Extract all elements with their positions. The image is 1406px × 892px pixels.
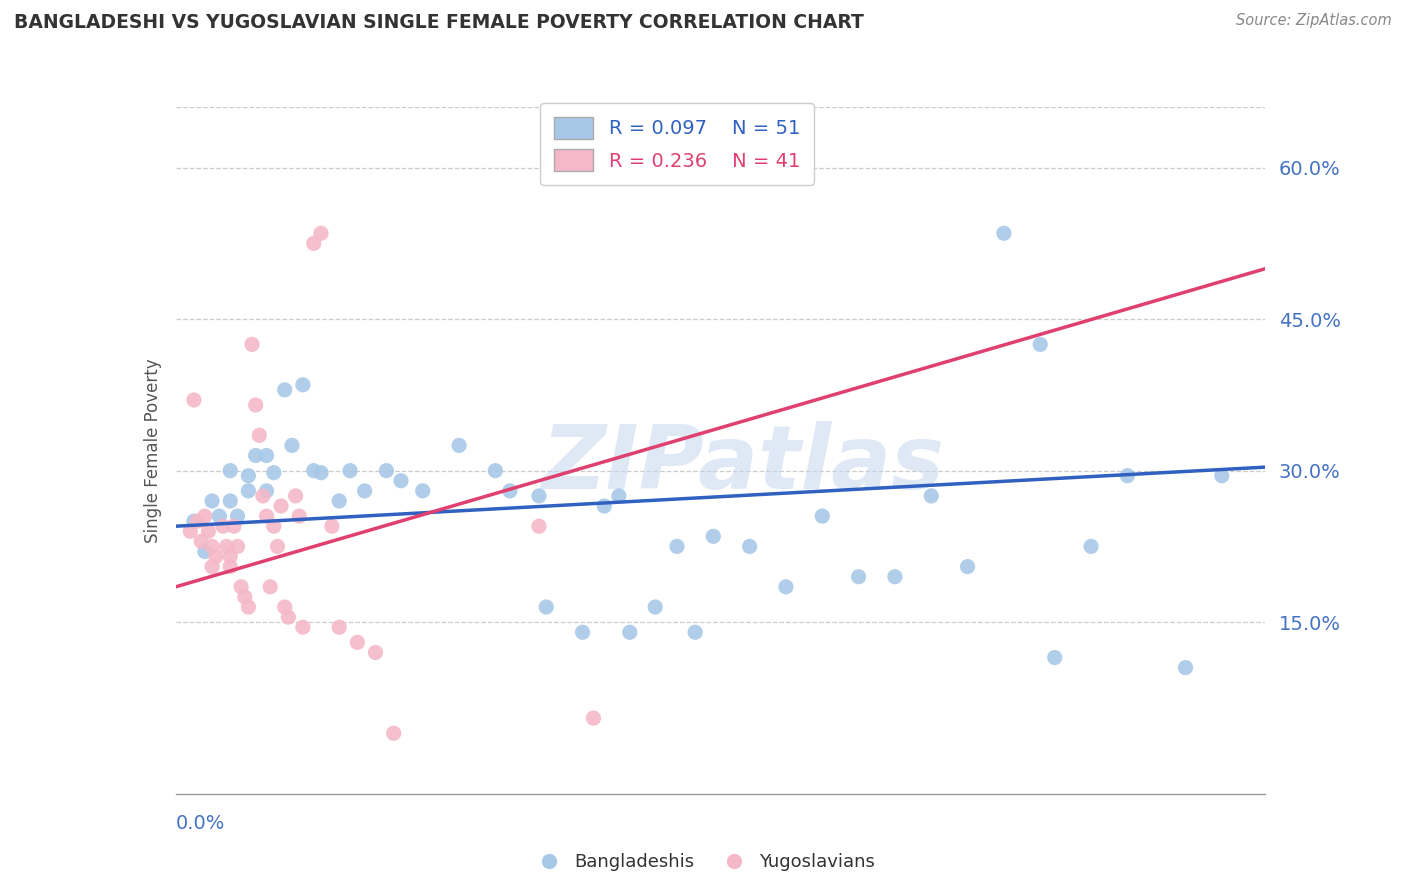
- Point: [527, 519, 550, 533]
- Text: ZIPatlas: ZIPatlas: [541, 421, 943, 508]
- Point: [302, 236, 325, 251]
- Point: [619, 625, 641, 640]
- Point: [1211, 468, 1233, 483]
- Point: [219, 549, 242, 564]
- Point: [309, 466, 332, 480]
- Point: [238, 600, 260, 615]
- Point: [884, 570, 907, 584]
- Point: [1174, 660, 1197, 674]
- Y-axis label: Single Female Poverty: Single Female Poverty: [143, 359, 162, 542]
- Point: [183, 392, 205, 407]
- Point: [375, 464, 398, 478]
- Point: [194, 544, 217, 558]
- Point: [607, 489, 630, 503]
- Legend: R = 0.097    N = 51, R = 0.236    N = 41: R = 0.097 N = 51, R = 0.236 N = 41: [540, 103, 814, 185]
- Point: [238, 483, 260, 498]
- Point: [277, 610, 299, 624]
- Point: [683, 625, 706, 640]
- Point: [231, 580, 253, 594]
- Point: [582, 711, 605, 725]
- Point: [702, 529, 724, 543]
- Point: [288, 509, 311, 524]
- Point: [666, 540, 689, 554]
- Point: [256, 449, 278, 463]
- Point: [593, 499, 616, 513]
- Point: [219, 559, 242, 574]
- Point: [738, 540, 761, 554]
- Point: [263, 466, 285, 480]
- Point: [328, 620, 350, 634]
- Point: [201, 559, 224, 574]
- Point: [353, 483, 375, 498]
- Point: [215, 540, 238, 554]
- Point: [263, 519, 285, 533]
- Point: [222, 519, 245, 533]
- Point: [194, 509, 217, 524]
- Point: [328, 494, 350, 508]
- Point: [274, 383, 297, 397]
- Point: [240, 337, 263, 351]
- Point: [571, 625, 593, 640]
- Point: [811, 509, 834, 524]
- Point: [190, 534, 212, 549]
- Point: [412, 483, 434, 498]
- Legend: Bangladeshis, Yugoslavians: Bangladeshis, Yugoslavians: [523, 847, 883, 879]
- Point: [186, 514, 209, 528]
- Point: [212, 519, 235, 533]
- Point: [1043, 650, 1066, 665]
- Point: [201, 494, 224, 508]
- Point: [534, 600, 557, 615]
- Point: [382, 726, 405, 740]
- Point: [364, 645, 387, 659]
- Point: [993, 227, 1015, 241]
- Point: [179, 524, 201, 539]
- Point: [197, 524, 219, 539]
- Point: [201, 540, 224, 554]
- Point: [270, 499, 292, 513]
- Point: [245, 449, 267, 463]
- Point: [527, 489, 550, 503]
- Point: [259, 580, 281, 594]
- Point: [499, 483, 522, 498]
- Text: 0.0%: 0.0%: [176, 814, 225, 833]
- Point: [447, 438, 470, 452]
- Point: [284, 489, 307, 503]
- Point: [309, 227, 332, 241]
- Point: [226, 540, 249, 554]
- Point: [321, 519, 343, 533]
- Point: [644, 600, 666, 615]
- Point: [204, 549, 226, 564]
- Point: [274, 600, 297, 615]
- Point: [1116, 468, 1139, 483]
- Point: [339, 464, 361, 478]
- Point: [281, 438, 304, 452]
- Point: [226, 509, 249, 524]
- Text: Source: ZipAtlas.com: Source: ZipAtlas.com: [1236, 13, 1392, 29]
- Point: [389, 474, 412, 488]
- Point: [256, 509, 278, 524]
- Point: [183, 514, 205, 528]
- Point: [484, 464, 506, 478]
- Point: [1029, 337, 1052, 351]
- Point: [1080, 540, 1102, 554]
- Point: [208, 509, 231, 524]
- Point: [266, 540, 288, 554]
- Point: [233, 590, 256, 604]
- Point: [956, 559, 979, 574]
- Point: [247, 428, 270, 442]
- Point: [256, 483, 278, 498]
- Point: [238, 468, 260, 483]
- Point: [775, 580, 797, 594]
- Point: [346, 635, 368, 649]
- Text: BANGLADESHI VS YUGOSLAVIAN SINGLE FEMALE POVERTY CORRELATION CHART: BANGLADESHI VS YUGOSLAVIAN SINGLE FEMALE…: [14, 13, 863, 32]
- Point: [219, 494, 242, 508]
- Point: [252, 489, 274, 503]
- Point: [848, 570, 870, 584]
- Point: [291, 377, 314, 392]
- Point: [219, 464, 242, 478]
- Point: [291, 620, 314, 634]
- Point: [302, 464, 325, 478]
- Point: [920, 489, 942, 503]
- Point: [245, 398, 267, 412]
